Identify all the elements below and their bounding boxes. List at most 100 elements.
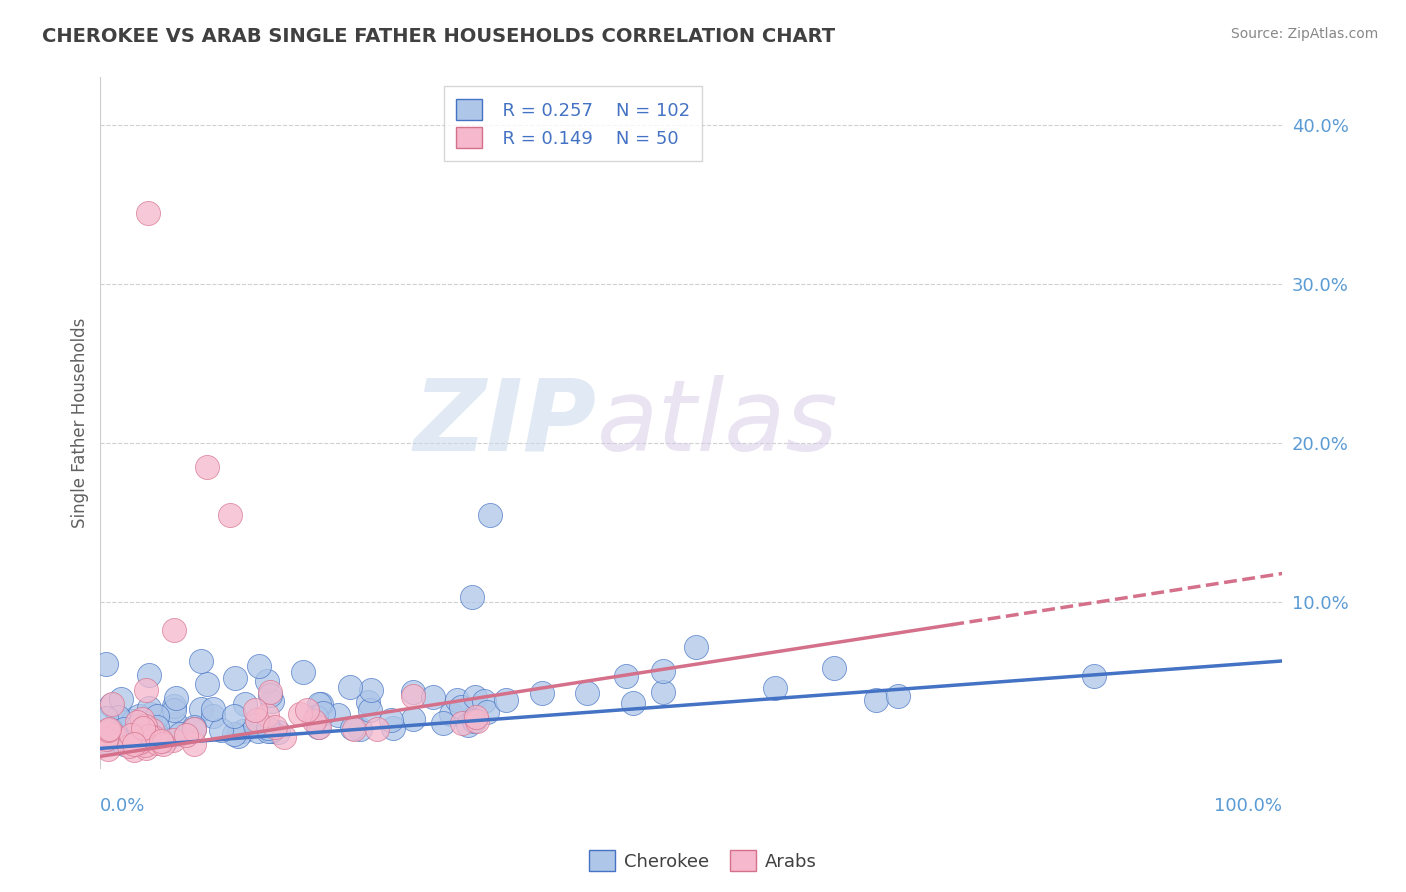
Point <box>197 677 219 691</box>
Point <box>97 742 120 756</box>
Point <box>360 683 382 698</box>
Text: atlas: atlas <box>596 375 838 472</box>
Point <box>209 723 232 737</box>
Point <box>136 205 159 219</box>
Point <box>357 694 380 708</box>
Point <box>111 715 134 730</box>
Point <box>163 703 186 717</box>
Point <box>190 654 212 668</box>
Point <box>122 714 145 728</box>
Point <box>256 708 278 723</box>
Point <box>267 724 290 739</box>
Point <box>472 694 495 708</box>
Point <box>446 693 468 707</box>
Point <box>132 733 155 747</box>
Point <box>183 737 205 751</box>
Point <box>273 731 295 745</box>
Legend:   R = 0.257    N = 102,   R = 0.149    N = 50: R = 0.257 N = 102, R = 0.149 N = 50 <box>444 87 703 161</box>
Point <box>149 732 172 747</box>
Point <box>146 727 169 741</box>
Point <box>340 721 363 735</box>
Point <box>219 508 242 522</box>
Point <box>141 730 163 744</box>
Point <box>100 723 122 738</box>
Point <box>139 718 162 732</box>
Point <box>138 668 160 682</box>
Point <box>224 671 246 685</box>
Point <box>128 709 150 723</box>
Point <box>247 659 270 673</box>
Point <box>479 508 502 522</box>
Point <box>245 703 267 717</box>
Legend: Cherokee, Arabs: Cherokee, Arabs <box>582 843 824 879</box>
Y-axis label: Single Father Households: Single Father Households <box>72 318 89 528</box>
Point <box>107 731 129 746</box>
Point <box>120 728 142 742</box>
Point <box>149 733 172 747</box>
Point <box>763 681 786 695</box>
Point <box>139 706 162 721</box>
Text: ZIP: ZIP <box>413 375 596 472</box>
Point <box>222 708 245 723</box>
Point <box>125 714 148 729</box>
Point <box>163 623 186 637</box>
Point <box>98 722 121 736</box>
Point <box>195 460 218 475</box>
Point <box>380 713 402 727</box>
Point <box>169 727 191 741</box>
Point <box>495 693 517 707</box>
Point <box>111 725 134 739</box>
Point <box>308 697 330 711</box>
Point <box>127 719 149 733</box>
Point <box>165 717 187 731</box>
Point <box>96 724 118 739</box>
Point <box>651 664 673 678</box>
Point <box>262 693 284 707</box>
Text: Source: ZipAtlas.com: Source: ZipAtlas.com <box>1230 27 1378 41</box>
Point <box>651 685 673 699</box>
Point <box>226 729 249 743</box>
Point <box>342 722 364 736</box>
Point <box>307 720 329 734</box>
Point <box>100 697 122 711</box>
Point <box>576 686 599 700</box>
Point <box>96 711 118 725</box>
Point <box>422 690 444 704</box>
Point <box>131 712 153 726</box>
Point <box>243 718 266 732</box>
Point <box>311 706 333 721</box>
Point <box>96 657 118 672</box>
Point <box>125 730 148 744</box>
Point <box>257 724 280 739</box>
Point <box>461 590 484 604</box>
Point <box>145 721 167 735</box>
Point <box>246 713 269 727</box>
Point <box>138 729 160 743</box>
Point <box>129 734 152 748</box>
Point <box>183 720 205 734</box>
Point <box>887 690 910 704</box>
Point <box>134 718 156 732</box>
Point <box>685 640 707 655</box>
Point <box>222 727 245 741</box>
Point <box>402 685 425 699</box>
Point <box>402 690 425 704</box>
Point <box>146 709 169 723</box>
Point <box>112 737 135 751</box>
Point <box>1083 669 1105 683</box>
Text: 0.0%: 0.0% <box>100 797 146 814</box>
Point <box>308 720 330 734</box>
Point <box>96 726 118 740</box>
Point <box>304 714 326 728</box>
Point <box>107 710 129 724</box>
Point <box>163 698 186 713</box>
Point <box>359 703 381 717</box>
Point <box>366 722 388 736</box>
Point <box>122 737 145 751</box>
Point <box>256 721 278 735</box>
Point <box>263 720 285 734</box>
Point <box>122 742 145 756</box>
Point <box>142 729 165 743</box>
Point <box>146 736 169 750</box>
Point <box>232 723 254 738</box>
